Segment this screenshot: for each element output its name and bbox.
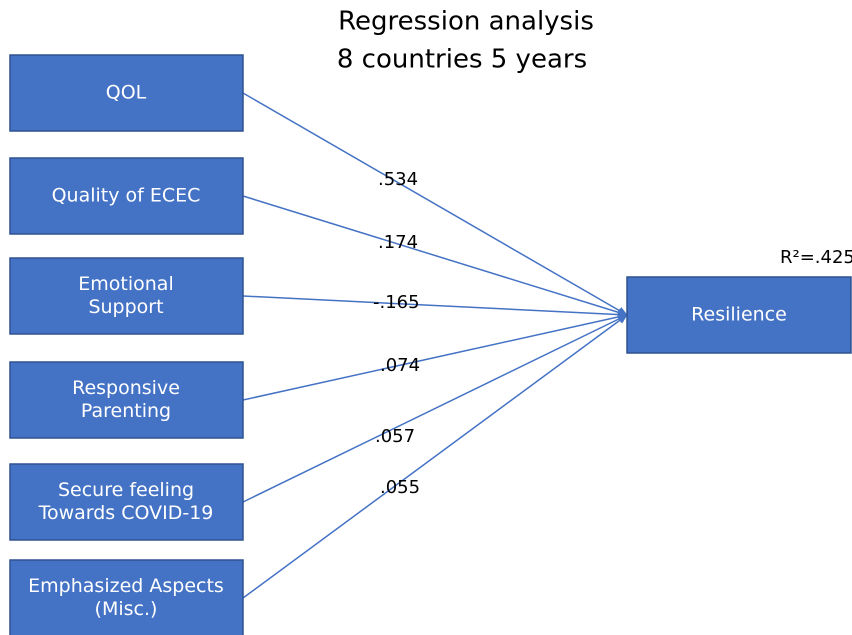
predictor-box (9, 463, 244, 541)
predictor-box (9, 361, 244, 439)
edge (242, 92, 628, 316)
outcome-label: Resilience (691, 304, 787, 326)
predictor-box (9, 257, 244, 335)
r-squared: R²=.425 (780, 247, 852, 268)
coefficient: .174 (378, 232, 418, 253)
predictor-label: Responsive (72, 377, 180, 399)
coefficient: .074 (380, 355, 420, 376)
edge (242, 295, 628, 319)
coefficient: .534 (378, 169, 418, 190)
coefficient: .057 (375, 426, 415, 447)
predictor-box (9, 559, 244, 635)
edge (242, 314, 628, 599)
predictor-label: Quality of ECEC (52, 185, 201, 207)
coefficient: .055 (380, 477, 420, 498)
predictor-label: QOL (106, 82, 147, 104)
predictor-label: Emphasized Aspects (28, 575, 224, 597)
edge (242, 313, 628, 401)
outcome-box (626, 276, 852, 354)
predictor-box (9, 157, 244, 235)
title-line: Regression analysis (338, 7, 594, 37)
predictor-label: Secure feeling (58, 479, 194, 501)
predictor-label: Support (88, 296, 163, 318)
predictor-label: (Misc.) (95, 598, 158, 620)
coefficient: -.165 (373, 292, 420, 313)
title-line: 8 countries 5 years (337, 45, 587, 75)
edge (242, 195, 628, 317)
predictor-label: Towards COVID-19 (38, 502, 214, 524)
edge (242, 314, 628, 503)
predictor-label: Parenting (81, 400, 171, 422)
predictor-label: Emotional (78, 273, 173, 295)
predictor-box (9, 54, 244, 132)
